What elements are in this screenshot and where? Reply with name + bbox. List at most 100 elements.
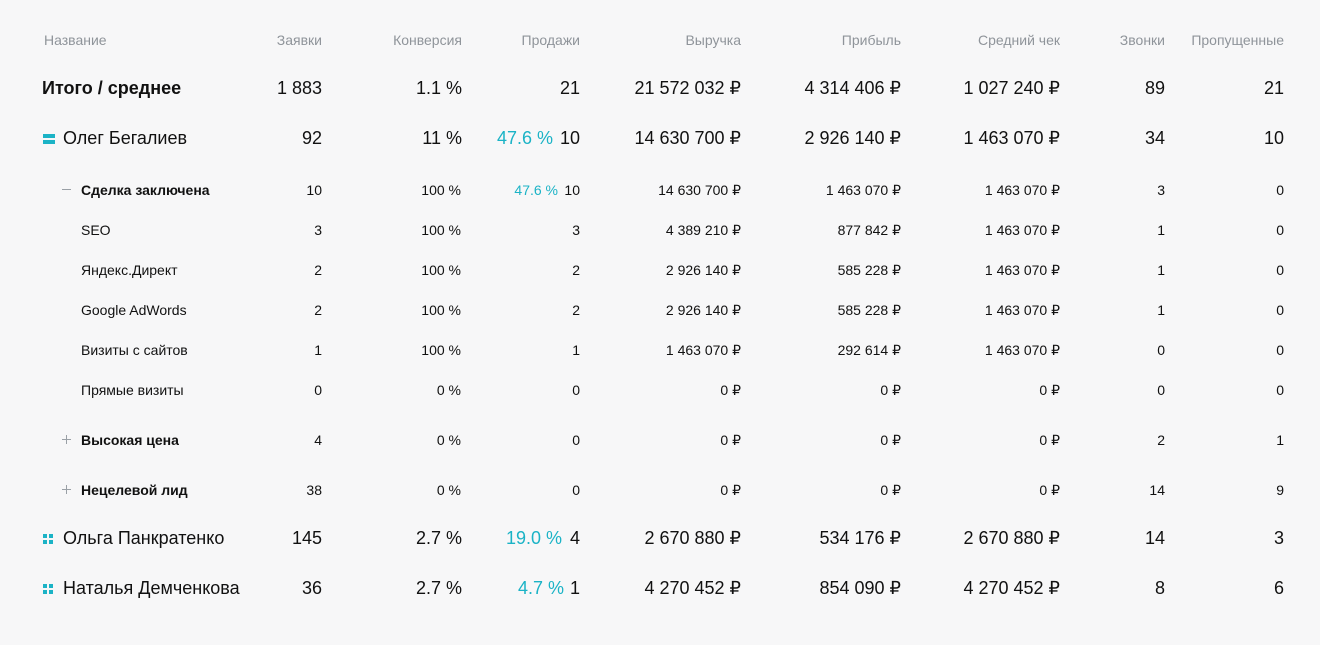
source-calls: 1 [1157, 262, 1165, 278]
source-missed: 0 [1276, 222, 1284, 238]
source-sales: 3 [572, 222, 580, 238]
source-profit: 292 614 ₽ [837, 342, 901, 358]
manager-sales-share: 19.0 % [505, 528, 562, 548]
total-calls: 89 [1144, 78, 1165, 98]
source-missed: 0 [1276, 302, 1284, 318]
plus-icon[interactable] [62, 435, 71, 444]
stage-requests: 10 [306, 182, 322, 198]
col-profit-header[interactable]: Прибыль [841, 32, 901, 48]
col-revenue-header[interactable]: Выручка [685, 32, 741, 48]
stage-sales-share: 47.6 % [514, 182, 558, 198]
total-revenue: 21 572 032 ₽ [634, 78, 741, 98]
manager-avg-check: 4 270 452 ₽ [963, 578, 1060, 598]
manager-requests: 36 [301, 578, 322, 598]
source-sales: 2 [572, 262, 580, 278]
expand-icon[interactable] [43, 584, 53, 594]
stage-sales: 10 [564, 182, 580, 198]
source-sales: 2 [572, 302, 580, 318]
manager-requests: 92 [301, 128, 322, 148]
source-revenue: 4 389 210 ₽ [665, 222, 741, 238]
expand-icon[interactable] [43, 534, 53, 544]
source-missed: 0 [1276, 342, 1284, 358]
source-profit: 877 842 ₽ [837, 222, 901, 238]
source-name: Прямые визиты [81, 382, 184, 398]
stage-calls: 14 [1149, 482, 1165, 498]
manager-sales-share: 4.7 % [517, 578, 564, 598]
plus-icon[interactable] [62, 485, 71, 494]
stage-avg-check: 1 463 070 ₽ [984, 182, 1060, 198]
source-avg-check: 0 ₽ [1039, 382, 1060, 398]
source-conversion: 100 % [421, 222, 461, 238]
source-profit: 585 228 ₽ [837, 302, 901, 318]
source-missed: 0 [1276, 382, 1284, 398]
source-avg-check: 1 463 070 ₽ [984, 222, 1060, 238]
stage-missed: 9 [1276, 482, 1284, 498]
col-avg-check-header[interactable]: Средний чек [977, 32, 1060, 48]
stage-name: Высокая цена [81, 432, 179, 448]
source-calls: 0 [1157, 382, 1165, 398]
source-conversion: 0 % [436, 382, 461, 398]
source-conversion: 100 % [421, 262, 461, 278]
source-requests: 0 [314, 382, 322, 398]
manager-sales: 4 [569, 528, 580, 548]
manager-missed: 6 [1273, 578, 1284, 598]
stage-sales: 0 [572, 482, 580, 498]
manager-conversion: 2.7 % [415, 528, 462, 548]
total-missed: 21 [1263, 78, 1284, 98]
source-avg-check: 1 463 070 ₽ [984, 342, 1060, 358]
manager-calls: 8 [1154, 578, 1165, 598]
stage-requests: 4 [314, 432, 322, 448]
col-sales-header[interactable]: Продажи [521, 32, 580, 48]
source-calls: 0 [1157, 342, 1165, 358]
manager-calls: 34 [1144, 128, 1165, 148]
manager-requests: 145 [291, 528, 322, 548]
manager-missed: 3 [1273, 528, 1284, 548]
col-name-header[interactable]: Название [44, 32, 107, 48]
stage-missed: 0 [1276, 182, 1284, 198]
source-requests: 1 [314, 342, 322, 358]
col-calls-header[interactable]: Звонки [1119, 32, 1165, 48]
manager-sales: 10 [559, 128, 580, 148]
source-sales: 0 [572, 382, 580, 398]
manager-sales-share: 47.6 % [496, 128, 553, 148]
manager-avg-check: 2 670 880 ₽ [963, 528, 1060, 548]
total-requests: 1 883 [276, 78, 322, 98]
stage-profit: 0 ₽ [880, 432, 901, 448]
source-name: SEO [81, 222, 111, 238]
manager-avg-check: 1 463 070 ₽ [963, 128, 1060, 148]
col-requests-header[interactable]: Заявки [276, 32, 322, 48]
total-profit: 4 314 406 ₽ [804, 78, 901, 98]
collapse-icon[interactable] [43, 134, 55, 144]
manager-revenue: 4 270 452 ₽ [644, 578, 741, 598]
stage-conversion: 100 % [421, 182, 461, 198]
manager-revenue: 14 630 700 ₽ [634, 128, 741, 148]
stage-profit: 0 ₽ [880, 482, 901, 498]
stage-missed: 1 [1276, 432, 1284, 448]
stage-sales: 0 [572, 432, 580, 448]
source-requests: 3 [314, 222, 322, 238]
source-avg-check: 1 463 070 ₽ [984, 302, 1060, 318]
source-name: Яндекс.Директ [81, 262, 178, 278]
source-profit: 0 ₽ [880, 382, 901, 398]
manager-name: Олег Бегалиев [63, 128, 188, 148]
source-calls: 1 [1157, 222, 1165, 238]
total-sales: 21 [559, 78, 580, 98]
manager-sales: 1 [569, 578, 580, 598]
col-conversion-header[interactable]: Конверсия [393, 32, 462, 48]
stage-revenue: 0 ₽ [720, 432, 741, 448]
source-requests: 2 [314, 302, 322, 318]
source-revenue: 2 926 140 ₽ [665, 302, 741, 318]
source-requests: 2 [314, 262, 322, 278]
manager-conversion: 2.7 % [415, 578, 462, 598]
total-avg-check: 1 027 240 ₽ [963, 78, 1060, 98]
stage-avg-check: 0 ₽ [1039, 432, 1060, 448]
manager-name: Ольга Панкратенко [63, 528, 225, 548]
source-sales: 1 [572, 342, 580, 358]
stage-name: Нецелевой лид [81, 482, 188, 498]
manager-revenue: 2 670 880 ₽ [644, 528, 741, 548]
source-revenue: 2 926 140 ₽ [665, 262, 741, 278]
col-missed-header[interactable]: Пропущенные [1191, 32, 1284, 48]
manager-missed: 10 [1263, 128, 1284, 148]
minus-icon[interactable] [62, 185, 71, 194]
source-profit: 585 228 ₽ [837, 262, 901, 278]
